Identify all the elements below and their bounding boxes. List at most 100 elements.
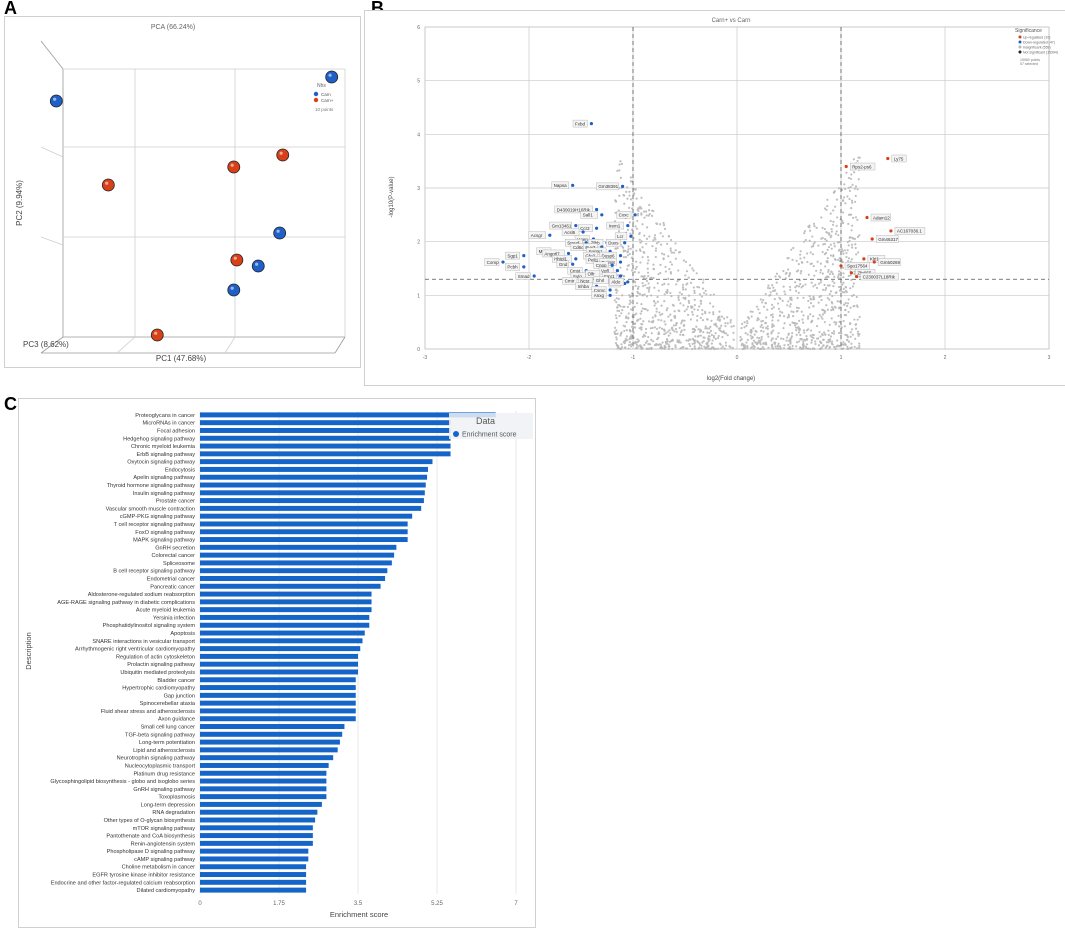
svg-text:Napsa: Napsa xyxy=(554,183,568,188)
volcano-ns-point xyxy=(628,206,631,209)
volcano-ns-point xyxy=(829,338,832,341)
volcano-ns-point xyxy=(771,319,774,322)
volcano-ns-point xyxy=(786,336,789,339)
volcano-ns-point xyxy=(678,250,682,254)
volcano-ns-point xyxy=(639,249,642,253)
volcano-ns-point xyxy=(828,298,831,301)
volcano-ns-point xyxy=(854,246,857,250)
volcano-ns-point xyxy=(685,270,689,273)
volcano-ns-point xyxy=(661,341,664,344)
volcano-ns-point xyxy=(832,220,835,223)
volcano-ns-point xyxy=(617,209,620,212)
volcano-ns-point xyxy=(739,335,742,339)
bar-50 xyxy=(200,801,322,807)
bar-category-label: Aldosterone-regulated sodium reabsorptio… xyxy=(88,592,195,598)
volcano-ns-point xyxy=(835,339,839,342)
volcano-ns-point xyxy=(723,347,726,350)
volcano-xtick: -2 xyxy=(527,355,532,361)
volcano-ns-point xyxy=(626,268,629,271)
volcano-ns-point xyxy=(781,299,784,302)
volcano-ns-point xyxy=(627,343,631,347)
bar-xtick: 7 xyxy=(514,901,518,907)
volcano-ns-point xyxy=(838,300,841,303)
volcano-ns-point xyxy=(669,247,672,250)
volcano-gene-d430019h16rik: D430019H16Rik xyxy=(554,205,599,214)
volcano-ns-point xyxy=(663,227,667,231)
volcano-ns-point xyxy=(821,333,824,336)
volcano-ns-point xyxy=(639,312,642,315)
volcano-chart: Carn+ vs Carn log2(Fold change) -log10(P… xyxy=(389,18,1058,382)
bar-category-label: Axon guidance xyxy=(158,717,195,723)
volcano-ns-point xyxy=(847,310,850,314)
volcano-ns-point xyxy=(846,302,850,305)
volcano-ns-point xyxy=(663,347,666,351)
volcano-ns-point xyxy=(627,248,630,251)
volcano-ns-point xyxy=(802,240,806,243)
svg-text:Smurf: Smurf xyxy=(567,241,580,246)
bar-category-label: B cell receptor signaling pathway xyxy=(113,569,195,575)
volcano-ns-point xyxy=(657,332,660,336)
volcano-ns-point xyxy=(732,338,735,341)
volcano-ylabel: -log10(P-value) xyxy=(389,176,395,217)
volcano-ns-point xyxy=(851,224,854,227)
volcano-gene-c230037l18rik: C230037L18Rik xyxy=(855,272,899,281)
volcano-ns-point xyxy=(617,297,620,300)
volcano-ns-point xyxy=(652,239,655,242)
volcano-ns-point xyxy=(691,342,694,346)
volcano-ns-point xyxy=(824,265,827,268)
volcano-ns-point xyxy=(788,271,792,275)
volcano-ns-point xyxy=(729,319,732,322)
bar-category-label: Fluid shear stress and atherosclerosis xyxy=(101,709,195,715)
volcano-ns-point xyxy=(782,315,786,318)
volcano-ns-point xyxy=(800,310,803,313)
volcano-ns-point xyxy=(807,225,810,228)
bar-category-label: Acute myeloid leukemia xyxy=(136,608,196,614)
svg-text:Cd6c: Cd6c xyxy=(573,245,584,250)
volcano-ns-point xyxy=(803,331,806,334)
volcano-ns-point xyxy=(847,244,850,247)
volcano-ns-point xyxy=(858,315,861,319)
pca-legend-carnplus: Carn+ xyxy=(321,98,334,103)
volcano-ns-point xyxy=(855,253,858,256)
volcano-ns-point xyxy=(619,334,622,337)
bar-category-label: Small cell lung cancer xyxy=(141,725,196,731)
volcano-ns-point xyxy=(827,333,830,337)
volcano-ns-point xyxy=(625,315,628,318)
volcano-ns-point xyxy=(661,312,664,316)
volcano-ns-point xyxy=(654,255,657,259)
volcano-ns-point xyxy=(689,318,693,321)
volcano-legend-marker-ns xyxy=(1018,50,1022,54)
volcano-ns-point xyxy=(665,290,668,294)
volcano-ns-point xyxy=(841,211,845,214)
bar-legend-box xyxy=(449,413,533,439)
bar-category-label: RNA degradation xyxy=(152,810,195,816)
pca-point-carn-1 xyxy=(325,70,339,84)
bar-21 xyxy=(200,575,386,581)
volcano-ns-point xyxy=(834,232,837,235)
volcano-ns-point xyxy=(615,344,619,347)
volcano-ns-point xyxy=(721,335,724,339)
volcano-ns-point xyxy=(797,291,800,294)
volcano-ns-point xyxy=(686,305,690,308)
volcano-ns-point xyxy=(833,245,836,248)
volcano-ns-point xyxy=(815,286,819,290)
volcano-ns-point xyxy=(797,327,800,330)
svg-text:Gm50269: Gm50269 xyxy=(880,260,900,265)
volcano-ns-point xyxy=(640,207,643,210)
volcano-ns-point xyxy=(689,344,692,348)
volcano-ns-point xyxy=(845,333,848,337)
volcano-ns-point xyxy=(630,334,633,337)
volcano-ns-point xyxy=(808,229,812,232)
volcano-ns-point xyxy=(777,302,780,305)
volcano-ns-point xyxy=(717,334,720,338)
volcano-ns-point xyxy=(827,338,830,342)
volcano-ns-point xyxy=(830,309,833,312)
volcano-ns-point xyxy=(759,343,762,346)
volcano-ns-point xyxy=(656,337,659,341)
volcano-ns-point xyxy=(660,345,663,348)
volcano-ns-point xyxy=(627,312,630,315)
volcano-gene-lcr: Lcr xyxy=(614,232,633,241)
volcano-ns-point xyxy=(838,325,841,328)
volcano-ns-point xyxy=(764,341,767,344)
volcano-ns-point xyxy=(627,347,630,350)
